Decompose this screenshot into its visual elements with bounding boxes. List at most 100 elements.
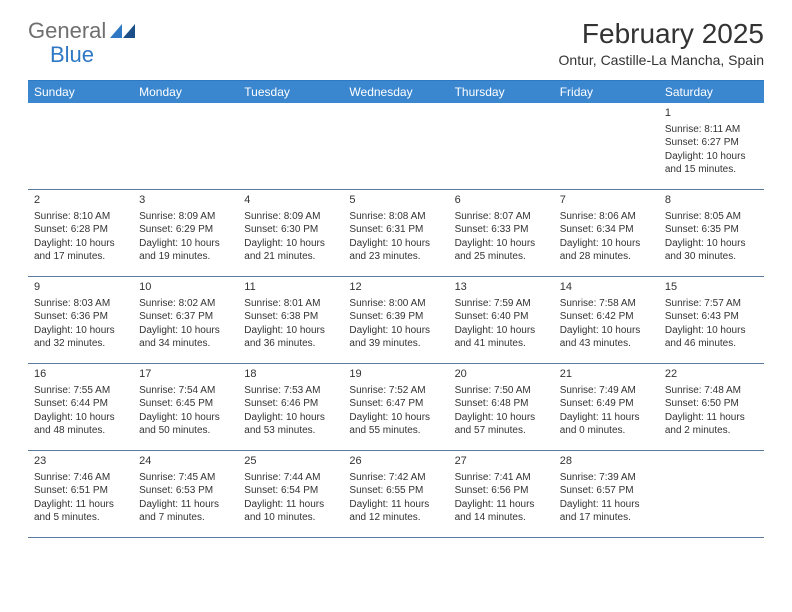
calendar-week-row: 9Sunrise: 8:03 AMSunset: 6:36 PMDaylight…	[28, 277, 764, 364]
day-sunset: Sunset: 6:34 PM	[560, 223, 653, 237]
day-daylight1: Daylight: 10 hours	[244, 237, 337, 251]
day-daylight2: and 48 minutes.	[34, 424, 127, 438]
logo-text-blue: Blue	[50, 42, 94, 68]
day-number: 1	[665, 106, 758, 121]
day-cell: 2Sunrise: 8:10 AMSunset: 6:28 PMDaylight…	[28, 190, 133, 276]
day-cell: 1Sunrise: 8:11 AMSunset: 6:27 PMDaylight…	[659, 103, 764, 189]
location-subtitle: Ontur, Castille-La Mancha, Spain	[559, 52, 764, 68]
day-sunrise: Sunrise: 8:05 AM	[665, 210, 758, 224]
day-sunset: Sunset: 6:56 PM	[455, 484, 548, 498]
weekday-label: Tuesday	[238, 81, 343, 103]
day-sunrise: Sunrise: 7:53 AM	[244, 384, 337, 398]
day-sunset: Sunset: 6:28 PM	[34, 223, 127, 237]
day-sunrise: Sunrise: 7:39 AM	[560, 471, 653, 485]
day-cell: 15Sunrise: 7:57 AMSunset: 6:43 PMDayligh…	[659, 277, 764, 363]
day-cell: 20Sunrise: 7:50 AMSunset: 6:48 PMDayligh…	[449, 364, 554, 450]
day-daylight1: Daylight: 10 hours	[349, 324, 442, 338]
day-sunset: Sunset: 6:33 PM	[455, 223, 548, 237]
day-sunset: Sunset: 6:38 PM	[244, 310, 337, 324]
day-cell: 16Sunrise: 7:55 AMSunset: 6:44 PMDayligh…	[28, 364, 133, 450]
day-daylight2: and 36 minutes.	[244, 337, 337, 351]
day-number: 5	[349, 193, 442, 208]
empty-cell	[449, 103, 554, 189]
day-number: 23	[34, 454, 127, 469]
day-sunrise: Sunrise: 7:54 AM	[139, 384, 232, 398]
day-sunset: Sunset: 6:30 PM	[244, 223, 337, 237]
day-daylight1: Daylight: 10 hours	[34, 237, 127, 251]
logo-mark-icon	[110, 22, 136, 40]
day-sunset: Sunset: 6:45 PM	[139, 397, 232, 411]
day-sunset: Sunset: 6:51 PM	[34, 484, 127, 498]
day-daylight2: and 0 minutes.	[560, 424, 653, 438]
day-sunrise: Sunrise: 8:08 AM	[349, 210, 442, 224]
weekday-label: Sunday	[28, 81, 133, 103]
day-cell: 18Sunrise: 7:53 AMSunset: 6:46 PMDayligh…	[238, 364, 343, 450]
empty-cell	[238, 103, 343, 189]
day-cell: 25Sunrise: 7:44 AMSunset: 6:54 PMDayligh…	[238, 451, 343, 537]
day-sunrise: Sunrise: 7:44 AM	[244, 471, 337, 485]
header-right: February 2025 Ontur, Castille-La Mancha,…	[559, 18, 764, 68]
day-number: 3	[139, 193, 232, 208]
day-daylight2: and 15 minutes.	[665, 163, 758, 177]
day-daylight2: and 46 minutes.	[665, 337, 758, 351]
empty-cell	[133, 103, 238, 189]
logo-text-general: General	[28, 18, 106, 44]
calendar-week-row: 1Sunrise: 8:11 AMSunset: 6:27 PMDaylight…	[28, 103, 764, 190]
day-sunrise: Sunrise: 7:48 AM	[665, 384, 758, 398]
day-number: 10	[139, 280, 232, 295]
day-sunset: Sunset: 6:36 PM	[34, 310, 127, 324]
day-daylight2: and 19 minutes.	[139, 250, 232, 264]
day-number: 17	[139, 367, 232, 382]
day-cell: 23Sunrise: 7:46 AMSunset: 6:51 PMDayligh…	[28, 451, 133, 537]
day-number: 4	[244, 193, 337, 208]
day-sunrise: Sunrise: 8:02 AM	[139, 297, 232, 311]
day-sunset: Sunset: 6:48 PM	[455, 397, 548, 411]
day-daylight2: and 55 minutes.	[349, 424, 442, 438]
day-cell: 11 Sunrise: 8:01 AMSunset: 6:38 PMDayligh…	[238, 277, 343, 363]
day-daylight2: and 43 minutes.	[560, 337, 653, 351]
day-sunset: Sunset: 6:29 PM	[139, 223, 232, 237]
day-daylight1: Daylight: 10 hours	[455, 324, 548, 338]
day-daylight1: Daylight: 10 hours	[34, 324, 127, 338]
day-sunrise: Sunrise: 7:59 AM	[455, 297, 548, 311]
day-sunrise: Sunrise: 8:10 AM	[34, 210, 127, 224]
day-cell: 10Sunrise: 8:02 AMSunset: 6:37 PMDayligh…	[133, 277, 238, 363]
day-daylight1: Daylight: 11 hours	[349, 498, 442, 512]
day-number: 7	[560, 193, 653, 208]
day-daylight1: Daylight: 10 hours	[665, 237, 758, 251]
empty-cell	[554, 103, 659, 189]
day-number: 24	[139, 454, 232, 469]
calendar-week-row: 23 Sunrise: 7:46 AMSunset: 6:51 PM Dayligh…	[28, 451, 764, 538]
day-sunrise: Sunrise: 8:06 AM	[560, 210, 653, 224]
day-sunrise: Sunrise: 8:01 AM	[244, 297, 337, 311]
weekday-header-row: SundayMondayTuesdayWednesdayThursdayFrid…	[28, 81, 764, 103]
day-cell: 21Sunrise: 7:49 AMSunset: 6:49 PMDayligh…	[554, 364, 659, 450]
day-number: 11	[244, 280, 337, 295]
day-daylight2: and 14 minutes.	[455, 511, 548, 525]
day-sunset: Sunset: 6:40 PM	[455, 310, 548, 324]
day-number: 26	[349, 454, 442, 469]
weekday-label: Friday	[554, 81, 659, 103]
day-sunset: Sunset: 6:31 PM	[349, 223, 442, 237]
day-sunset: Sunset: 6:27 PM	[665, 136, 758, 150]
day-sunrise: Sunrise: 7:46 AM	[34, 471, 127, 485]
day-sunrise: Sunrise: 8:11 AM	[665, 123, 758, 137]
day-daylight1: Daylight: 10 hours	[455, 237, 548, 251]
day-daylight1: Daylight: 10 hours	[665, 324, 758, 338]
day-daylight2: and 23 minutes.	[349, 250, 442, 264]
weekday-label: Thursday	[449, 81, 554, 103]
day-number: 18	[244, 367, 337, 382]
day-daylight1: Daylight: 10 hours	[34, 411, 127, 425]
day-sunset: Sunset: 6:37 PM	[139, 310, 232, 324]
day-number: 8	[665, 193, 758, 208]
day-sunrise: Sunrise: 8:07 AM	[455, 210, 548, 224]
calendar-week-row: 2Sunrise: 8:10 AMSunset: 6:28 PMDaylight…	[28, 190, 764, 277]
day-daylight1: Daylight: 10 hours	[244, 324, 337, 338]
day-cell: 28Sunrise: 7:39 AMSunset: 6:57 PMDayligh…	[554, 451, 659, 537]
day-number: 25	[244, 454, 337, 469]
day-cell: 17Sunrise: 7:54 AMSunset: 6:45 PMDayligh…	[133, 364, 238, 450]
day-daylight2: and 30 minutes.	[665, 250, 758, 264]
month-title: February 2025	[559, 18, 764, 50]
day-sunrise: Sunrise: 7:41 AM	[455, 471, 548, 485]
day-cell: 13Sunrise: 7:59 AMSunset: 6:40 PMDayligh…	[449, 277, 554, 363]
